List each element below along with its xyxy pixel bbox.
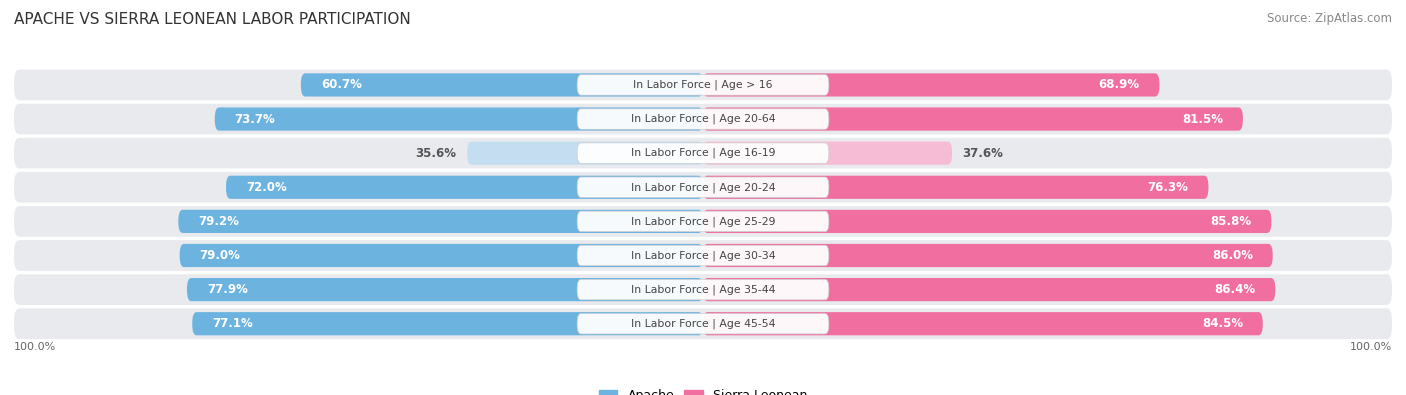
- Text: 76.3%: 76.3%: [1147, 181, 1188, 194]
- FancyBboxPatch shape: [180, 244, 703, 267]
- FancyBboxPatch shape: [14, 274, 1392, 305]
- FancyBboxPatch shape: [576, 245, 830, 266]
- FancyBboxPatch shape: [14, 308, 1392, 339]
- Text: In Labor Force | Age 20-24: In Labor Force | Age 20-24: [631, 182, 775, 192]
- Text: 86.4%: 86.4%: [1215, 283, 1256, 296]
- FancyBboxPatch shape: [576, 109, 830, 129]
- FancyBboxPatch shape: [703, 107, 1243, 131]
- FancyBboxPatch shape: [301, 73, 703, 96]
- Text: 100.0%: 100.0%: [14, 342, 56, 352]
- Text: 100.0%: 100.0%: [1350, 342, 1392, 352]
- FancyBboxPatch shape: [703, 244, 1272, 267]
- FancyBboxPatch shape: [14, 103, 1392, 134]
- Text: 37.6%: 37.6%: [963, 147, 1004, 160]
- FancyBboxPatch shape: [576, 143, 830, 164]
- FancyBboxPatch shape: [467, 141, 703, 165]
- Text: 84.5%: 84.5%: [1202, 317, 1243, 330]
- FancyBboxPatch shape: [14, 206, 1392, 237]
- FancyBboxPatch shape: [179, 210, 703, 233]
- FancyBboxPatch shape: [14, 138, 1392, 169]
- FancyBboxPatch shape: [703, 176, 1208, 199]
- Legend: Apache, Sierra Leonean: Apache, Sierra Leonean: [593, 384, 813, 395]
- FancyBboxPatch shape: [576, 177, 830, 198]
- FancyBboxPatch shape: [576, 314, 830, 334]
- FancyBboxPatch shape: [14, 70, 1392, 100]
- FancyBboxPatch shape: [576, 279, 830, 300]
- FancyBboxPatch shape: [703, 210, 1271, 233]
- FancyBboxPatch shape: [703, 141, 952, 165]
- Text: 35.6%: 35.6%: [416, 147, 457, 160]
- Text: 85.8%: 85.8%: [1211, 215, 1251, 228]
- Text: 77.9%: 77.9%: [207, 283, 247, 296]
- Text: 72.0%: 72.0%: [246, 181, 287, 194]
- Text: 81.5%: 81.5%: [1182, 113, 1223, 126]
- FancyBboxPatch shape: [14, 172, 1392, 203]
- Text: 77.1%: 77.1%: [212, 317, 253, 330]
- FancyBboxPatch shape: [14, 240, 1392, 271]
- Text: APACHE VS SIERRA LEONEAN LABOR PARTICIPATION: APACHE VS SIERRA LEONEAN LABOR PARTICIPA…: [14, 12, 411, 27]
- Text: 60.7%: 60.7%: [321, 79, 361, 91]
- FancyBboxPatch shape: [576, 75, 830, 95]
- Text: In Labor Force | Age 45-54: In Labor Force | Age 45-54: [631, 318, 775, 329]
- FancyBboxPatch shape: [193, 312, 703, 335]
- Text: 79.0%: 79.0%: [200, 249, 240, 262]
- FancyBboxPatch shape: [226, 176, 703, 199]
- FancyBboxPatch shape: [215, 107, 703, 131]
- Text: 79.2%: 79.2%: [198, 215, 239, 228]
- Text: 86.0%: 86.0%: [1212, 249, 1253, 262]
- Text: 73.7%: 73.7%: [235, 113, 276, 126]
- Text: 68.9%: 68.9%: [1098, 79, 1139, 91]
- Text: In Labor Force | Age 35-44: In Labor Force | Age 35-44: [631, 284, 775, 295]
- Text: In Labor Force | Age 16-19: In Labor Force | Age 16-19: [631, 148, 775, 158]
- FancyBboxPatch shape: [703, 278, 1275, 301]
- Text: Source: ZipAtlas.com: Source: ZipAtlas.com: [1267, 12, 1392, 25]
- FancyBboxPatch shape: [703, 73, 1160, 96]
- Text: In Labor Force | Age 25-29: In Labor Force | Age 25-29: [631, 216, 775, 227]
- Text: In Labor Force | Age 20-64: In Labor Force | Age 20-64: [631, 114, 775, 124]
- Text: In Labor Force | Age 30-34: In Labor Force | Age 30-34: [631, 250, 775, 261]
- FancyBboxPatch shape: [576, 211, 830, 231]
- FancyBboxPatch shape: [703, 312, 1263, 335]
- FancyBboxPatch shape: [187, 278, 703, 301]
- Text: In Labor Force | Age > 16: In Labor Force | Age > 16: [633, 80, 773, 90]
